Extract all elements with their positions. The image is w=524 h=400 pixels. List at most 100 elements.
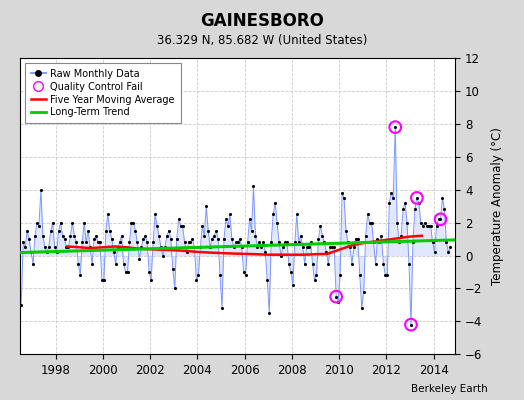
Point [68, 219, 77, 226]
Point [31, 232, 39, 239]
Point [153, 223, 161, 229]
Point [419, 223, 427, 229]
Point [143, 239, 151, 246]
Point [304, 244, 313, 250]
Point [172, 236, 181, 242]
Point [436, 216, 445, 222]
Point [354, 236, 362, 242]
Point [430, 249, 439, 256]
Point [297, 232, 305, 239]
Point [409, 239, 417, 246]
Point [350, 244, 358, 250]
Point [332, 294, 341, 300]
Point [397, 232, 405, 239]
Point [338, 190, 346, 196]
Point [25, 236, 34, 242]
Point [249, 183, 258, 190]
Point [131, 228, 139, 234]
Point [387, 190, 396, 196]
Point [326, 244, 334, 250]
Point [112, 260, 120, 267]
Point [162, 232, 171, 239]
Point [37, 186, 45, 193]
Point [119, 260, 128, 267]
Point [41, 244, 49, 250]
Point [45, 244, 53, 250]
Point [375, 239, 384, 246]
Point [269, 211, 277, 218]
Point [393, 219, 401, 226]
Point [281, 239, 289, 246]
Point [21, 244, 29, 250]
Point [391, 124, 399, 130]
Point [206, 244, 214, 250]
Point [159, 252, 167, 259]
Point [267, 239, 276, 246]
Point [210, 232, 219, 239]
Point [322, 249, 331, 256]
Point [344, 239, 352, 246]
Point [174, 216, 183, 222]
Point [434, 216, 443, 222]
Point [29, 260, 37, 267]
Point [94, 239, 102, 246]
Point [271, 200, 279, 206]
Text: 36.329 N, 85.682 W (United States): 36.329 N, 85.682 W (United States) [157, 34, 367, 47]
Point [184, 239, 193, 246]
Point [372, 260, 380, 267]
Point [196, 244, 204, 250]
Point [334, 298, 342, 305]
Point [133, 239, 141, 246]
Point [66, 232, 74, 239]
Point [54, 228, 63, 234]
Point [357, 305, 366, 311]
Point [265, 310, 274, 316]
Point [220, 236, 228, 242]
Text: GAINESBORO: GAINESBORO [200, 12, 324, 30]
Point [226, 211, 234, 218]
Point [407, 322, 415, 328]
Point [377, 232, 386, 239]
Point [237, 244, 246, 250]
Point [300, 260, 309, 267]
Point [405, 260, 413, 267]
Point [27, 249, 35, 256]
Point [383, 272, 391, 278]
Point [165, 228, 173, 234]
Point [78, 239, 86, 246]
Point [230, 244, 238, 250]
Point [214, 236, 222, 242]
Point [177, 223, 185, 229]
Point [348, 260, 356, 267]
Point [285, 260, 293, 267]
Point [373, 236, 381, 242]
Point [438, 195, 446, 201]
Point [427, 223, 435, 229]
Point [110, 249, 118, 256]
Point [72, 239, 81, 246]
Point [107, 236, 116, 242]
Point [432, 223, 441, 229]
Point [422, 223, 431, 229]
Point [283, 239, 291, 246]
Point [52, 249, 61, 256]
Point [255, 239, 264, 246]
Point [122, 269, 130, 275]
Point [424, 223, 433, 229]
Point [411, 206, 419, 213]
Point [407, 322, 415, 328]
Legend: Raw Monthly Data, Quality Control Fail, Five Year Moving Average, Long-Term Tren: Raw Monthly Data, Quality Control Fail, … [25, 63, 181, 123]
Point [227, 236, 236, 242]
Point [302, 244, 311, 250]
Point [279, 244, 287, 250]
Point [287, 269, 295, 275]
Point [17, 302, 26, 308]
Point [104, 211, 112, 218]
Point [273, 219, 281, 226]
Point [190, 244, 199, 250]
Point [64, 244, 73, 250]
Point [291, 239, 299, 246]
Point [421, 219, 429, 226]
Point [292, 211, 301, 218]
Point [245, 216, 254, 222]
